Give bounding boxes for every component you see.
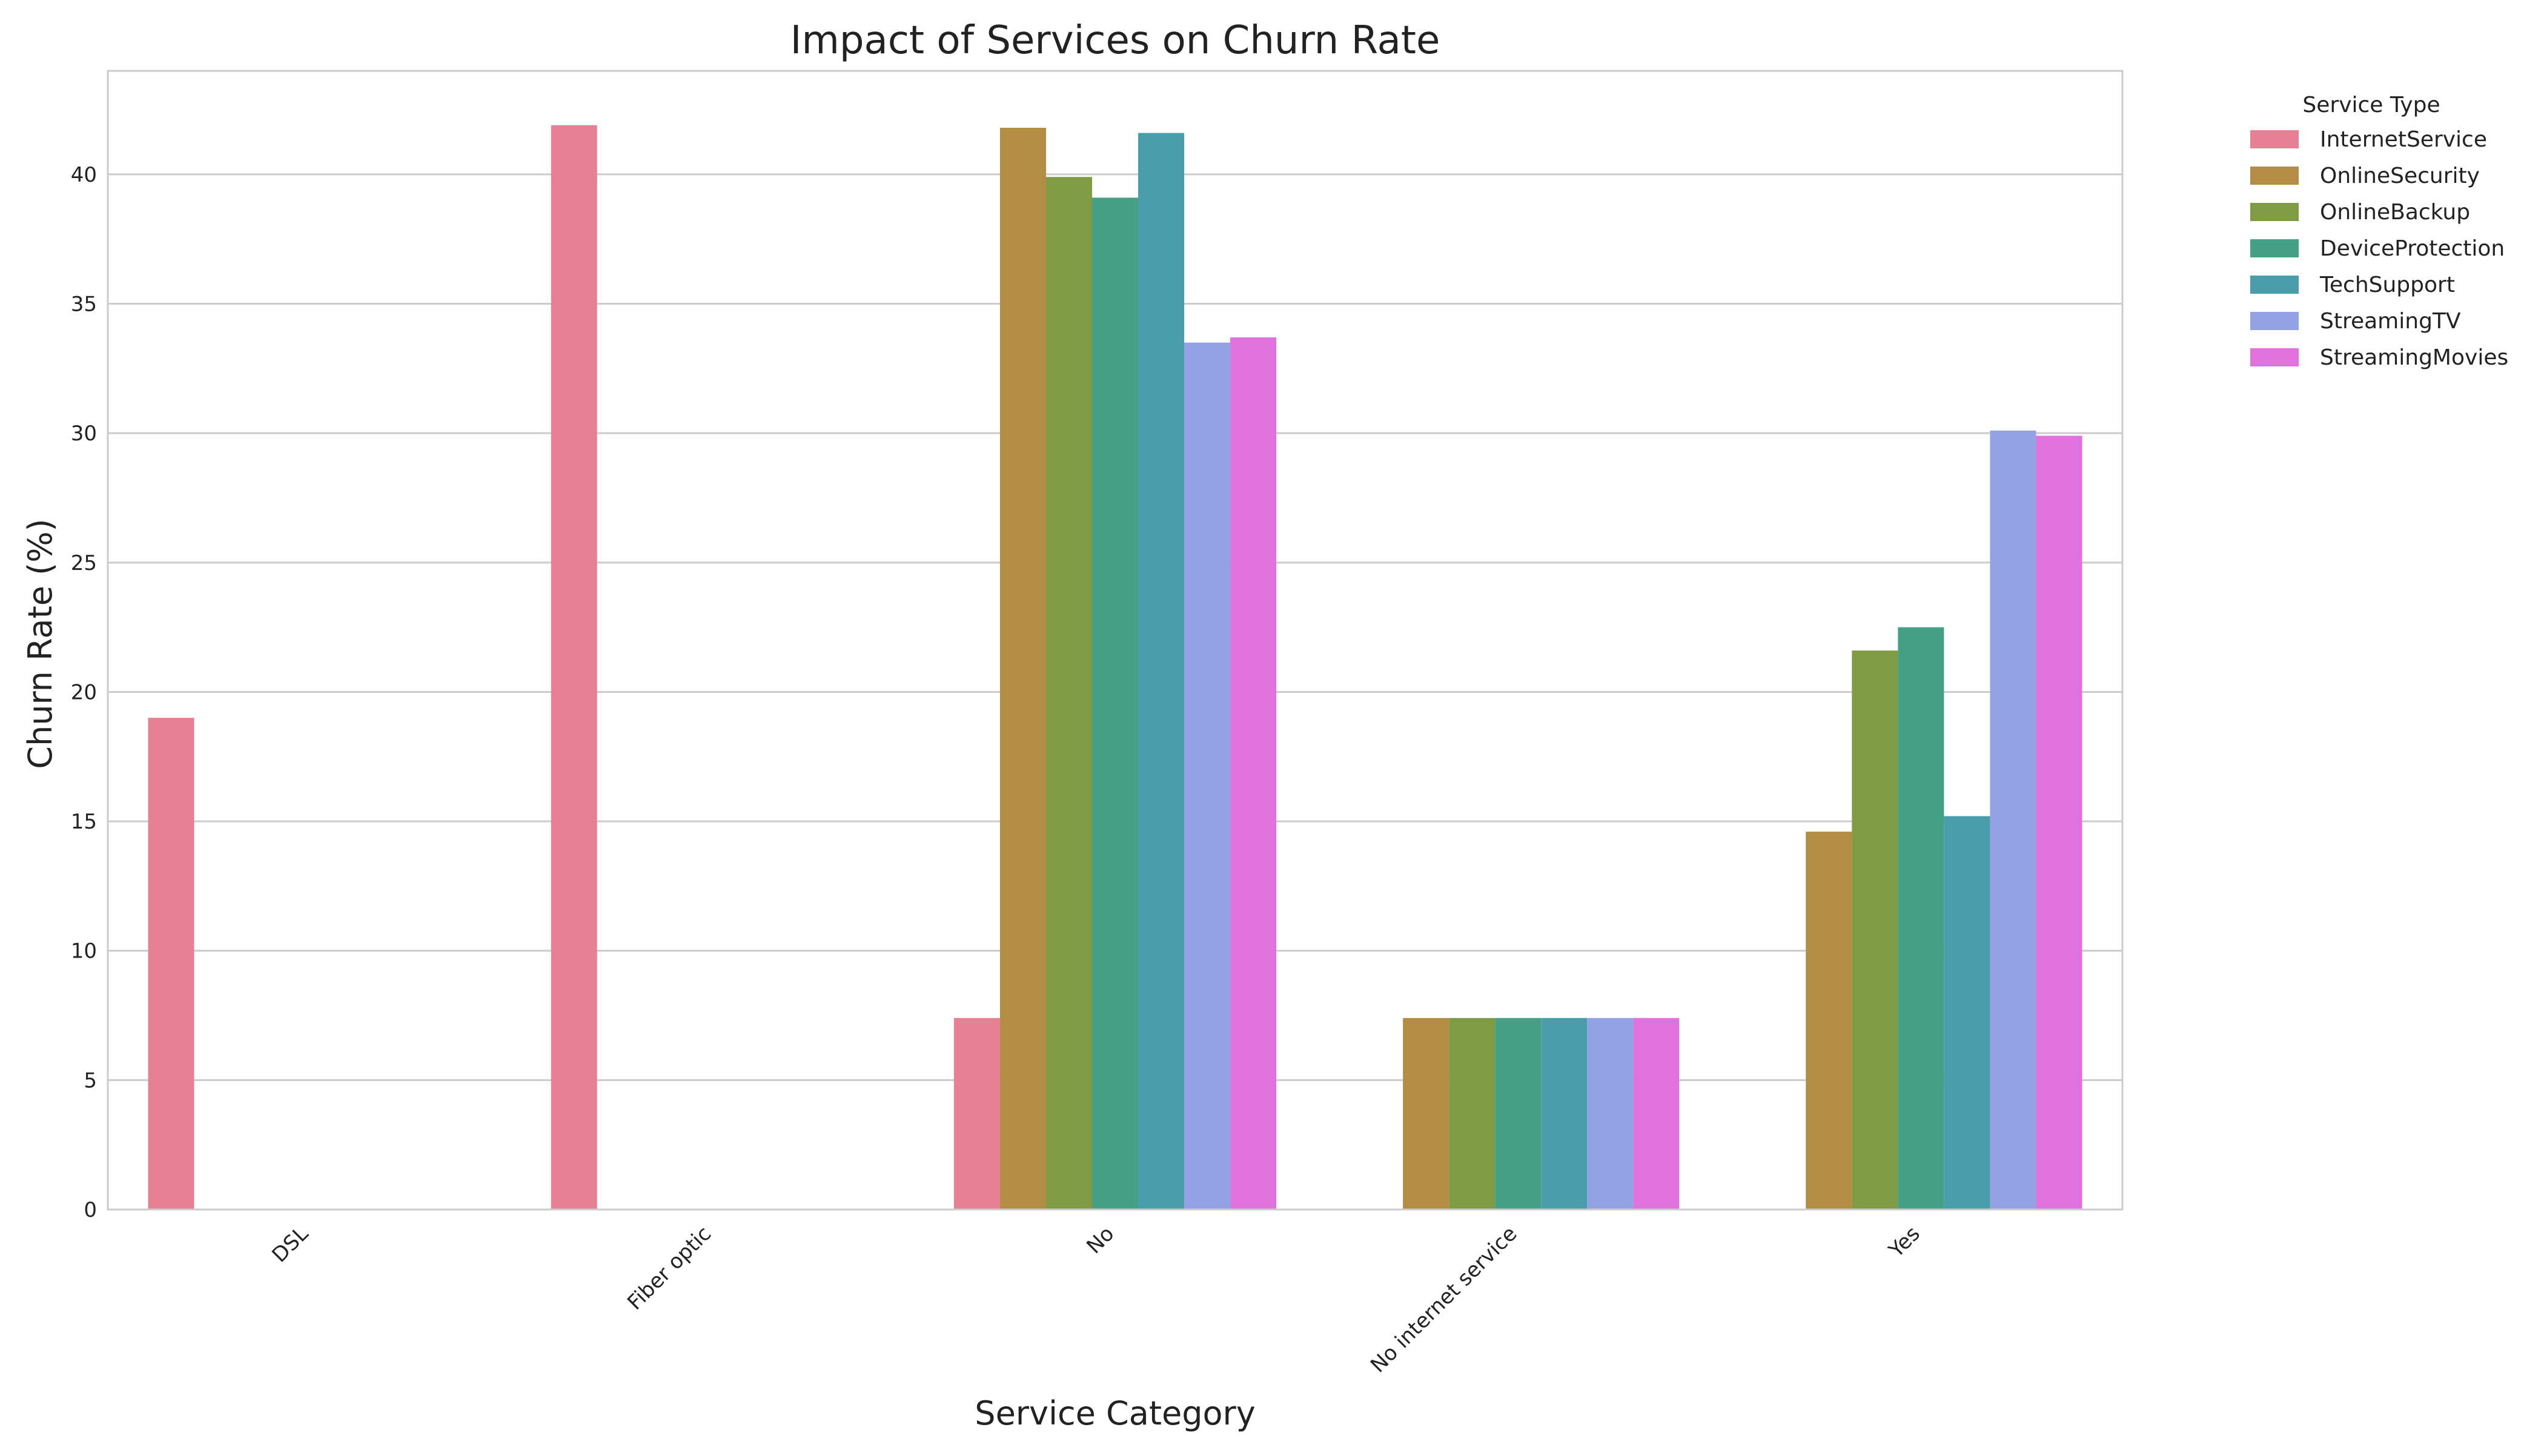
bar: [1990, 430, 2036, 1209]
legend-label: OnlineBackup: [2320, 200, 2470, 225]
legend-swatch: [2250, 312, 2299, 330]
bar: [1230, 337, 1277, 1210]
legend-label: StreamingMovies: [2320, 345, 2508, 370]
legend-swatch: [2250, 276, 2299, 294]
bar: [999, 128, 1046, 1209]
legend: Service Type InternetService OnlineSecuri…: [2250, 93, 2508, 370]
bar: [1495, 1018, 1542, 1209]
bar: [1898, 627, 1944, 1209]
x-axis-title: Service Category: [975, 1394, 1255, 1432]
bar: [1944, 816, 1990, 1209]
bar: [2036, 435, 2082, 1209]
y-tick-label: 0: [84, 1198, 97, 1222]
bar: [1091, 197, 1139, 1209]
bar: [1541, 1018, 1588, 1209]
legend-label: TechSupport: [2319, 273, 2455, 297]
bar: [1045, 177, 1092, 1209]
legend-swatch: [2250, 348, 2299, 366]
plot-area-frame: [107, 70, 2124, 1211]
legend-swatch: [2250, 203, 2299, 221]
y-tick-label: 40: [71, 163, 97, 187]
bar: [1852, 650, 1898, 1209]
bar: [1184, 342, 1231, 1209]
legend-label: StreamingTV: [2320, 309, 2461, 334]
bar: [551, 125, 597, 1209]
legend-swatch: [2250, 239, 2299, 257]
y-tick-label: 30: [71, 422, 97, 446]
legend-swatch: [2250, 130, 2299, 148]
bar: [1403, 1018, 1449, 1209]
bar: [1806, 832, 1852, 1209]
y-tick-label: 10: [71, 939, 97, 964]
legend-title: Service Type: [2302, 93, 2440, 117]
bar: [1138, 133, 1185, 1210]
y-tick-label: 20: [71, 680, 97, 704]
legend-label: OnlineSecurity: [2320, 164, 2480, 188]
y-tick-label: 35: [71, 293, 97, 317]
bar: [1633, 1018, 1680, 1209]
legend-label: InternetService: [2320, 127, 2487, 152]
legend-label: DeviceProtection: [2320, 236, 2505, 261]
bar: [1449, 1018, 1496, 1209]
y-axis-title: Churn Rate (%): [21, 518, 59, 769]
bar: [148, 718, 194, 1209]
y-tick-label: 15: [71, 810, 97, 834]
y-tick-label: 5: [84, 1068, 97, 1093]
chart-title: Impact of Services on Churn Rate: [790, 18, 1440, 63]
bar: [1587, 1018, 1634, 1209]
legend-swatch: [2250, 167, 2299, 185]
y-tick-label: 25: [71, 551, 97, 575]
bar: [953, 1018, 1000, 1209]
